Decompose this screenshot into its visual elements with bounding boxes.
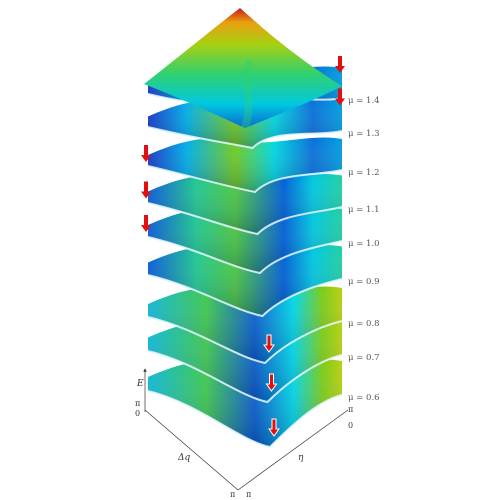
mu-label-4: μ = 1.1 [348,205,380,215]
surface-shading-3 [148,137,342,192]
surface-rim-6 [147,274,343,318]
mu-label-5: μ = 1.0 [348,239,380,249]
mu-label-8: μ = 0.7 [348,353,380,363]
minimum-arrow-1 [335,56,345,73]
mu-label-9: μ = 0.6 [348,393,380,403]
axis-tick-zero-left: 0 [135,409,140,418]
mu-label-3: μ = 1.2 [348,168,380,178]
axis-energy-label: E [136,379,144,389]
surface-shading-6 [148,244,342,316]
surface-rim-2 [147,126,343,150]
axis-dq-label: Δq [177,453,190,463]
minimum-arrow-9 [268,418,280,437]
surface-rim-3 [147,165,343,194]
mu-label-2: μ = 1.3 [348,129,380,139]
minimum-arrow-8 [265,373,278,392]
axis-tick-pi-right: π [348,405,353,414]
mu-label-1: μ = 1.4 [348,96,380,106]
mu-label-6: μ = 0.9 [348,277,380,287]
surface-rim-4 [147,202,343,236]
minimum-arrow-4 [141,181,151,199]
surface-rim-7 [147,316,343,365]
axis-tick-pi-left: π [135,399,140,408]
surface-rim-5 [147,236,343,275]
surface-shading-7 [148,286,342,363]
surface-shading-4 [148,173,342,234]
minimum-arrow-5 [141,215,151,232]
surface-rim-8 [147,350,343,404]
axis-tick-zero-right: 0 [348,421,353,430]
axis-eta-label: η [298,453,304,463]
mu-label-7: μ = 0.8 [348,319,380,329]
axis-tick-pi-bottom-left: π [230,490,235,499]
axis-tick-pi-bottom-right: π [246,490,251,499]
surface-rim-9 [147,390,343,449]
minimum-arrow-2 [335,88,345,106]
surface-shading-5 [148,207,342,273]
top-surface [144,8,342,130]
minimum-arrow-3 [141,145,151,162]
axis-frame [143,368,349,491]
surface-shading-9 [148,359,342,447]
minimum-arrow-7 [263,334,275,353]
